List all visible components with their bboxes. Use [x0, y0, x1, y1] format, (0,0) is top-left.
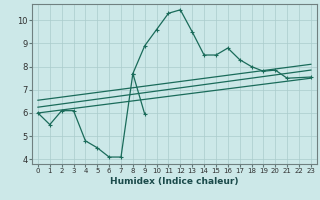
- X-axis label: Humidex (Indice chaleur): Humidex (Indice chaleur): [110, 177, 239, 186]
